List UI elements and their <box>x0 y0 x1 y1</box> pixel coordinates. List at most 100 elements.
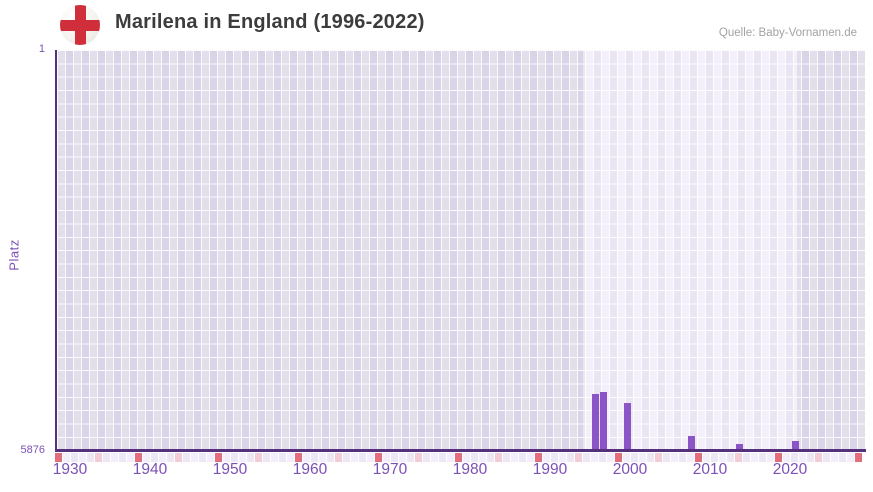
tick-cell <box>463 452 470 462</box>
half-decade-tick-cell <box>575 452 582 462</box>
tick-cell <box>631 452 638 462</box>
tick-cell <box>751 452 758 462</box>
tick-cell <box>487 452 494 462</box>
tick-cell <box>279 452 286 462</box>
tick-cell <box>607 452 614 462</box>
tick-cell <box>399 452 406 462</box>
decade-tick-cell <box>855 452 862 462</box>
tick-cell <box>199 452 206 462</box>
half-decade-tick-cell <box>815 452 822 462</box>
rank-bar-2008[interactable] <box>687 435 695 450</box>
plot-area <box>57 50 865 450</box>
x-axis-label-2010: 2010 <box>692 461 728 478</box>
tick-cell <box>143 452 150 462</box>
x-axis-label-1980: 1980 <box>452 461 488 478</box>
tick-cell <box>783 452 790 462</box>
tick-cell <box>303 452 310 462</box>
tick-cell <box>223 452 230 462</box>
tick-cell <box>159 452 166 462</box>
y-axis-top-label: 1 <box>38 43 45 55</box>
tick-cell <box>351 452 358 462</box>
tick-cell <box>247 452 254 462</box>
decade-tick-cell <box>775 452 782 462</box>
tick-cell <box>679 452 686 462</box>
tick-cell <box>127 452 134 462</box>
tick-cell <box>727 452 734 462</box>
tick-cell <box>391 452 398 462</box>
rank-bar-2000[interactable] <box>623 403 631 450</box>
tick-cell <box>567 452 574 462</box>
rank-bar-2021[interactable] <box>791 441 799 450</box>
tick-cell <box>511 452 518 462</box>
tick-cell <box>519 452 526 462</box>
tick-cell <box>711 452 718 462</box>
tick-cell <box>263 452 270 462</box>
half-decade-tick-cell <box>335 452 342 462</box>
tick-cell <box>823 452 830 462</box>
half-decade-tick-cell <box>255 452 262 462</box>
tick-cell <box>319 452 326 462</box>
x-axis-label-2000: 2000 <box>612 461 648 478</box>
tick-cell <box>591 452 598 462</box>
tick-cell <box>639 452 646 462</box>
tick-cell <box>151 452 158 462</box>
tick-cell <box>359 452 366 462</box>
tick-cell <box>167 452 174 462</box>
tick-cell <box>87 452 94 462</box>
half-decade-tick-cell <box>415 452 422 462</box>
tick-cell <box>703 452 710 462</box>
x-axis-line <box>55 449 866 452</box>
tick-cell <box>79 452 86 462</box>
x-axis-label-1930: 1930 <box>52 461 88 478</box>
x-axis-label-2020: 2020 <box>772 461 808 478</box>
tick-cell <box>447 452 454 462</box>
tick-cell <box>599 452 606 462</box>
tick-cell <box>719 452 726 462</box>
decade-tick-cell <box>55 452 62 462</box>
y-axis-line <box>55 50 57 451</box>
tick-cell <box>503 452 510 462</box>
tick-cell <box>831 452 838 462</box>
half-decade-tick-cell <box>175 452 182 462</box>
rank-bar-1996[interactable] <box>591 394 599 450</box>
tick-cell <box>367 452 374 462</box>
tick-cell <box>479 452 486 462</box>
decade-tick-cell <box>695 452 702 462</box>
tick-cell <box>71 452 78 462</box>
tick-cell <box>191 452 198 462</box>
tick-cell <box>431 452 438 462</box>
x-axis-label-1970: 1970 <box>372 461 408 478</box>
tick-cell <box>767 452 774 462</box>
tick-cell <box>559 452 566 462</box>
rank-bar-2014[interactable] <box>735 444 743 450</box>
tick-cell <box>327 452 334 462</box>
tick-cell <box>287 452 294 462</box>
rank-bar-1997[interactable] <box>599 391 607 450</box>
tick-cell <box>799 452 806 462</box>
tick-cell <box>231 452 238 462</box>
x-axis-label-1940: 1940 <box>132 461 168 478</box>
tick-cell <box>543 452 550 462</box>
flag-cross-vertical <box>74 5 86 45</box>
tick-cell <box>271 452 278 462</box>
decade-tick-cell <box>455 452 462 462</box>
half-decade-tick-cell <box>735 452 742 462</box>
tick-cell <box>743 452 750 462</box>
tick-cell <box>663 452 670 462</box>
half-decade-tick-cell <box>655 452 662 462</box>
tick-cell <box>423 452 430 462</box>
england-flag-icon <box>60 5 100 45</box>
tick-cell <box>839 452 846 462</box>
tick-cell <box>527 452 534 462</box>
decade-tick-cell <box>135 452 142 462</box>
tick-cell <box>119 452 126 462</box>
tick-cell <box>407 452 414 462</box>
decade-tick-cell <box>535 452 542 462</box>
tick-cell <box>471 452 478 462</box>
half-decade-tick-cell <box>495 452 502 462</box>
source-link[interactable]: Quelle: Baby-Vornamen.de <box>718 27 857 39</box>
five-year-tick-row <box>55 452 866 462</box>
x-axis-label-1950: 1950 <box>212 461 248 478</box>
tick-cell <box>439 452 446 462</box>
